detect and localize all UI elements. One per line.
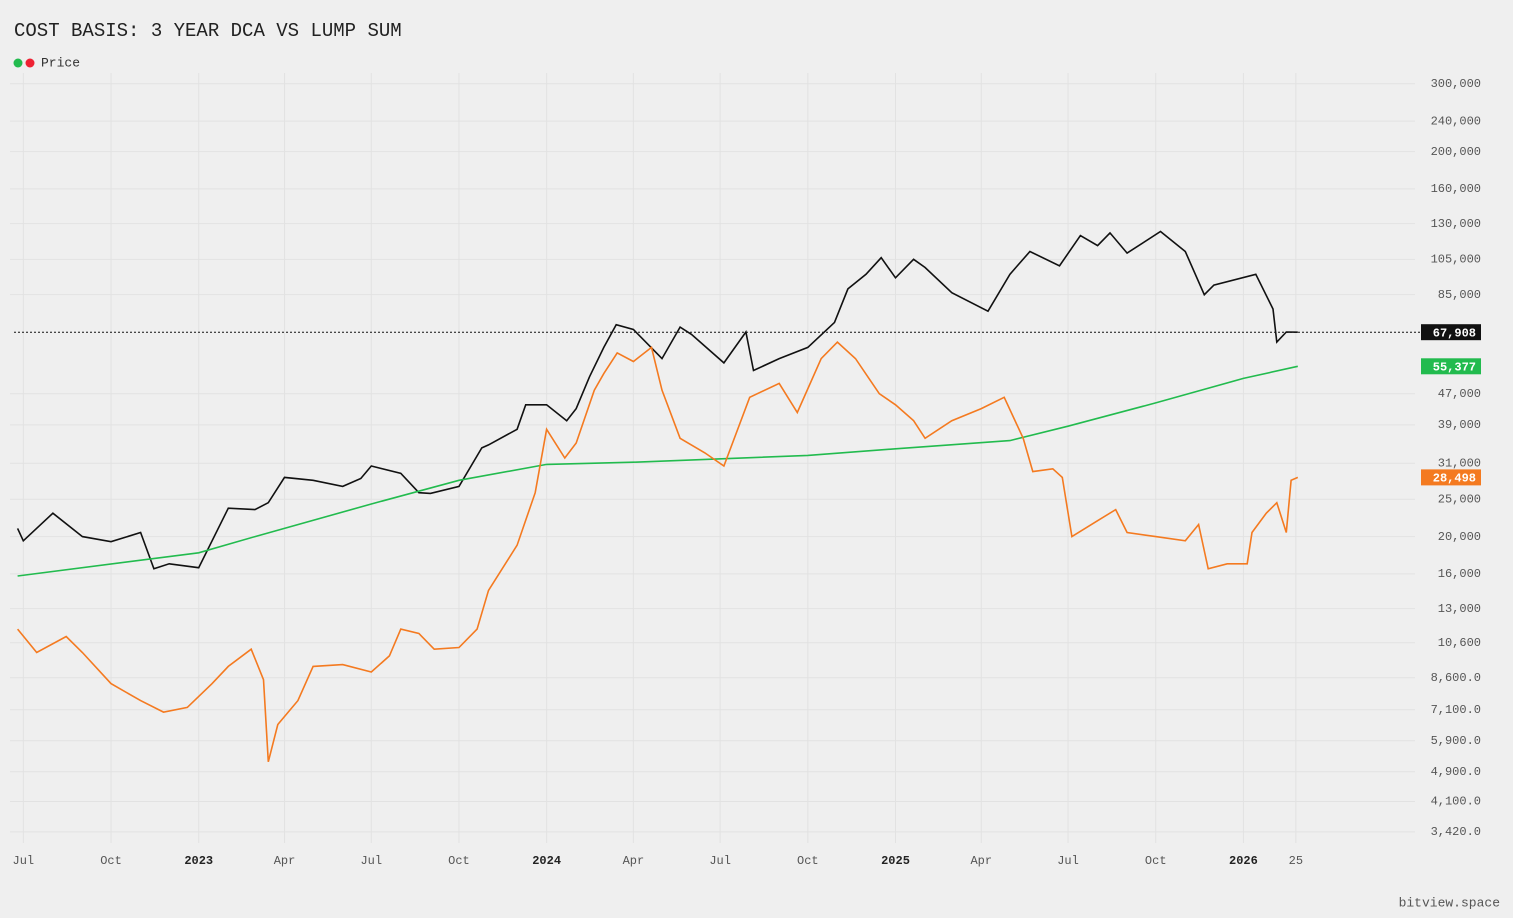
last-value-label: 28,498 <box>1433 472 1476 486</box>
x-tick-label: Oct <box>100 854 122 868</box>
series-line <box>16 230 1298 570</box>
grid <box>10 73 1415 843</box>
last-value-badge <box>1421 358 1481 375</box>
y-tick-label: 85,000 <box>1438 288 1481 302</box>
y-tick-label: 4,100.0 <box>1431 795 1481 809</box>
x-tick-label: Jul <box>1057 854 1079 868</box>
x-tick-label: Jul <box>13 854 35 868</box>
last-value-badge <box>1421 469 1481 486</box>
y-tick-label: 25,000 <box>1438 492 1481 506</box>
y-tick-label: 160,000 <box>1431 182 1481 196</box>
x-tick-label: Jul <box>360 854 382 868</box>
y-tick-label: 7,100.0 <box>1431 703 1481 717</box>
x-tick-label: 2023 <box>184 854 213 868</box>
y-tick-label: 10,600 <box>1438 636 1481 650</box>
y-tick-label: 105,000 <box>1431 252 1481 266</box>
x-tick-label: Oct <box>1145 854 1167 868</box>
y-tick-label: 39,000 <box>1438 418 1481 432</box>
legend-dot <box>13 58 23 68</box>
x-tick-label: Apr <box>970 854 992 868</box>
last-value-badge <box>1421 324 1481 341</box>
chart-title: COST BASIS: 3 YEAR DCA VS LUMP SUM <box>14 20 402 42</box>
y-tick-label: 31,000 <box>1438 456 1481 470</box>
y-tick-label: 5,900.0 <box>1431 734 1481 748</box>
x-tick-label: Apr <box>623 854 645 868</box>
y-tick-label: 3,420.0 <box>1431 825 1481 839</box>
y-tick-label: 200,000 <box>1431 145 1481 159</box>
x-tick-label: 2024 <box>532 854 561 868</box>
y-tick-label: 8,600.0 <box>1431 671 1481 685</box>
y-tick-label: 20,000 <box>1438 530 1481 544</box>
x-tick-label: 2026 <box>1229 854 1258 868</box>
x-tick-label: 25 <box>1289 854 1303 868</box>
legend-dot <box>25 58 35 68</box>
x-tick-label: Oct <box>448 854 470 868</box>
y-tick-label: 300,000 <box>1431 77 1481 91</box>
series-line <box>17 365 1298 577</box>
y-tick-label: 240,000 <box>1431 114 1481 128</box>
legend-label[interactable]: Price <box>41 55 80 70</box>
y-tick-label: 4,900.0 <box>1431 765 1481 779</box>
y-tick-label: 16,000 <box>1438 567 1481 581</box>
x-tick-label: 2025 <box>881 854 910 868</box>
last-value-label: 55,377 <box>1433 360 1476 374</box>
x-tick-label: Apr <box>274 854 296 868</box>
x-tick-label: Jul <box>709 854 731 868</box>
y-tick-label: 13,000 <box>1438 602 1481 616</box>
y-tick-label: 47,000 <box>1438 387 1481 401</box>
footer: bitview.space <box>1399 895 1500 910</box>
y-tick-label: 130,000 <box>1431 217 1481 231</box>
x-tick-label: Oct <box>797 854 819 868</box>
series-line <box>16 340 1299 762</box>
last-value-label: 67,908 <box>1433 326 1476 340</box>
